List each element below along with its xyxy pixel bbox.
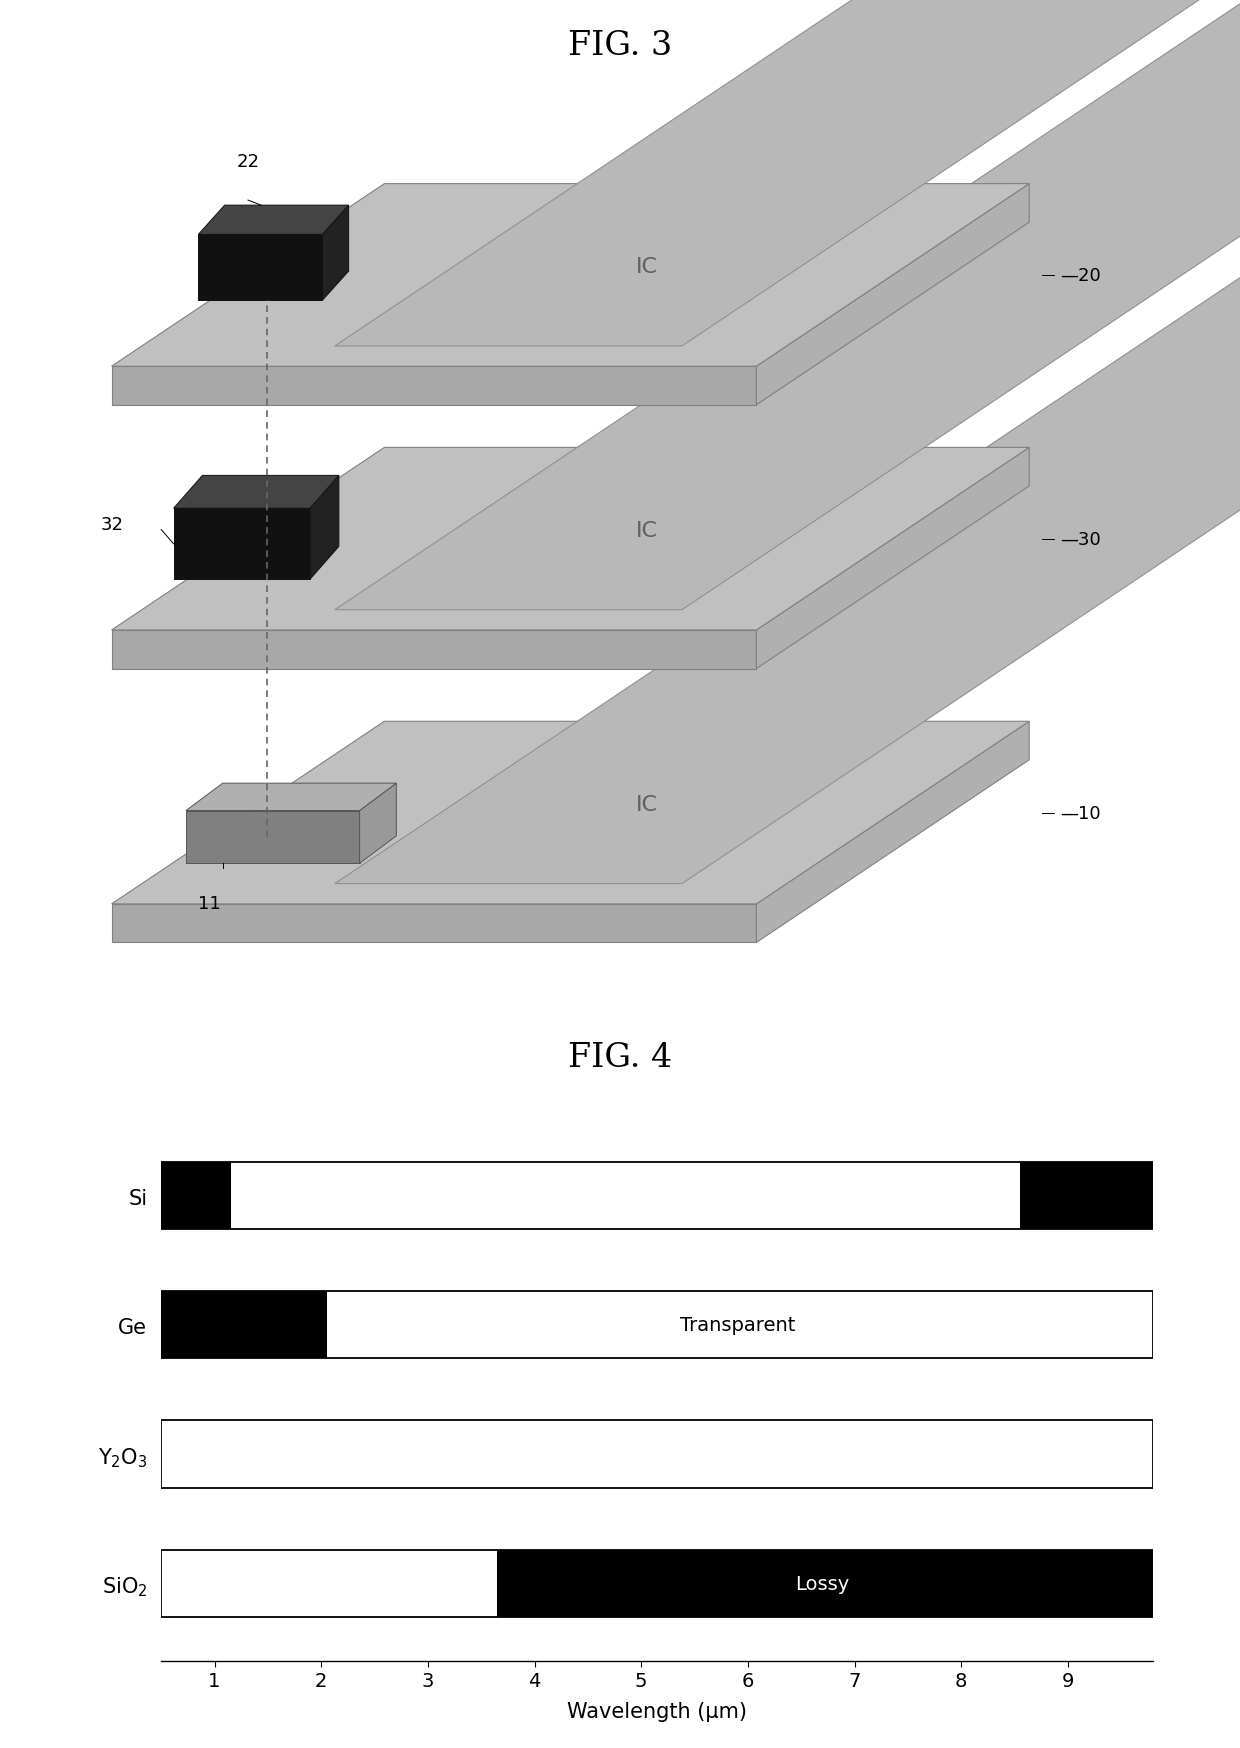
Text: —20: —20 <box>1060 267 1101 285</box>
Text: FIG. 3: FIG. 3 <box>568 30 672 63</box>
Bar <box>161 1292 326 1358</box>
Bar <box>161 1550 497 1617</box>
Polygon shape <box>112 904 756 942</box>
Text: FIG. 4: FIG. 4 <box>568 1042 672 1073</box>
Polygon shape <box>186 811 360 864</box>
Bar <box>161 1162 1153 1229</box>
Bar <box>161 1162 231 1229</box>
Polygon shape <box>335 0 1240 610</box>
Polygon shape <box>112 447 1029 631</box>
Polygon shape <box>112 185 1029 367</box>
Polygon shape <box>360 783 397 864</box>
Bar <box>497 1550 1153 1617</box>
Polygon shape <box>198 236 322 301</box>
Text: —10: —10 <box>1060 804 1101 822</box>
Text: —30: —30 <box>1060 530 1101 549</box>
Polygon shape <box>112 367 756 406</box>
Text: IC: IC <box>636 257 657 278</box>
Polygon shape <box>198 206 348 236</box>
Text: 11: 11 <box>198 895 221 912</box>
Polygon shape <box>174 509 310 580</box>
Polygon shape <box>756 185 1029 406</box>
Polygon shape <box>756 722 1029 942</box>
Text: Lossy: Lossy <box>795 1573 849 1592</box>
Bar <box>161 1292 1153 1358</box>
Text: IC: IC <box>636 795 657 815</box>
Polygon shape <box>756 447 1029 669</box>
Polygon shape <box>322 206 348 301</box>
Bar <box>326 1292 1153 1358</box>
Polygon shape <box>335 225 1240 884</box>
Text: 32: 32 <box>100 516 124 535</box>
Polygon shape <box>112 631 756 669</box>
Polygon shape <box>310 475 339 580</box>
Polygon shape <box>174 475 339 509</box>
Bar <box>161 1421 1153 1488</box>
Polygon shape <box>112 722 1029 904</box>
Polygon shape <box>335 0 1240 346</box>
Text: Transparent: Transparent <box>680 1316 795 1335</box>
X-axis label: Wavelength (μm): Wavelength (μm) <box>567 1701 748 1722</box>
Bar <box>161 1421 1153 1488</box>
Bar <box>1019 1162 1153 1229</box>
Bar <box>231 1162 1019 1229</box>
Bar <box>161 1550 1153 1617</box>
Text: 22: 22 <box>237 152 259 171</box>
Text: IC: IC <box>636 521 657 540</box>
Polygon shape <box>186 783 397 811</box>
